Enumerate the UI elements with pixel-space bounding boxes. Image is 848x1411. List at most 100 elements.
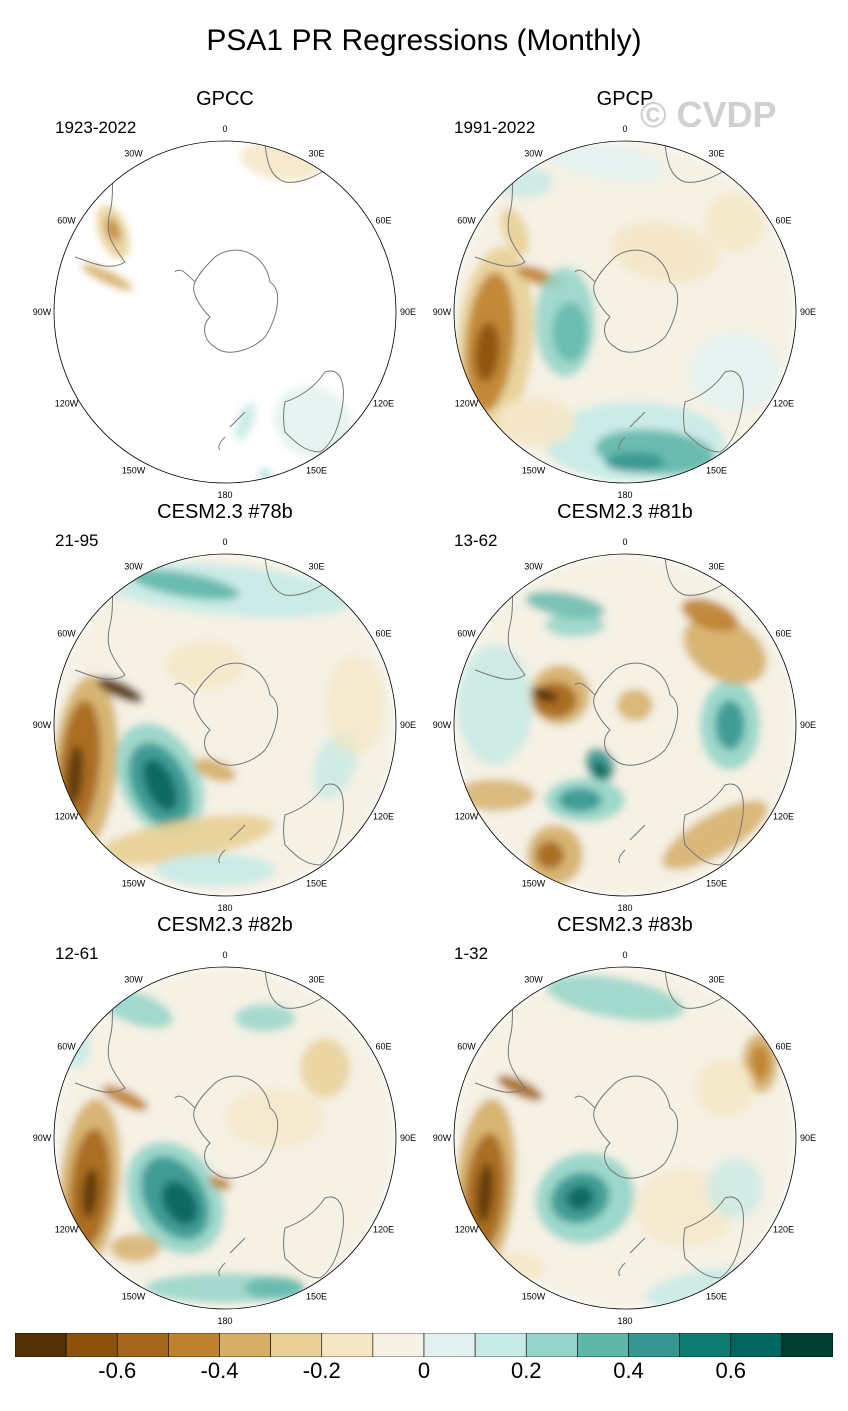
precip-anomaly-region <box>457 645 533 765</box>
precip-anomaly-region <box>610 220 720 284</box>
page-title: PSA1 PR Regressions (Monthly) <box>206 24 642 57</box>
precip-anomaly-region <box>130 569 240 601</box>
longitude-label: 90E <box>800 1133 816 1143</box>
panel-cesm-83b: CESM2.3 #83b 1-32 0 30E 60E 90E 120E 150E 180 1… <box>425 914 825 1336</box>
colorbar <box>15 1333 833 1357</box>
colorbar-tick-label: 0.2 <box>510 1358 542 1383</box>
precip-anomaly-region <box>495 397 575 447</box>
precip-anomaly-region <box>208 1176 232 1190</box>
longitude-label: 90W <box>433 307 452 317</box>
panel-period: 21-95 <box>55 531 99 550</box>
precip-anomaly-region <box>617 689 653 721</box>
longitude-label: 30E <box>308 149 324 159</box>
precip-anomaly-region <box>225 1088 325 1148</box>
longitude-label: 60E <box>375 629 391 639</box>
colorbar-swatch <box>116 1333 169 1357</box>
longitude-label: 120W <box>55 812 79 822</box>
longitude-label: 150E <box>306 1291 327 1301</box>
longitude-label: 0 <box>222 950 227 960</box>
longitude-label: 150E <box>306 878 327 888</box>
longitude-label: 30W <box>524 975 543 985</box>
map-boundary <box>453 140 797 484</box>
longitude-label: 150W <box>522 878 546 888</box>
longitude-label: 30E <box>308 975 324 985</box>
panel-title: GPCP <box>596 88 654 110</box>
longitude-label: 60W <box>57 629 76 639</box>
colorbar-swatch <box>65 1333 118 1357</box>
precip-anomaly-region <box>474 322 500 382</box>
longitude-label: 30E <box>708 149 724 159</box>
coastlines <box>74 969 344 1279</box>
panel-title: CESM2.3 #83b <box>557 914 693 936</box>
colorbar-tick-label: 0 <box>417 1358 431 1383</box>
longitude-label: 180 <box>617 903 632 913</box>
longitude-label: 0 <box>622 124 627 134</box>
precip-anomaly-region <box>497 1075 543 1101</box>
precip-anomaly-region <box>66 745 84 805</box>
precip-anomaly-region <box>525 591 605 619</box>
colorbar-swatch <box>219 1333 271 1357</box>
longitude-label: 120E <box>373 812 394 822</box>
precip-anomaly-region <box>662 800 768 870</box>
watermark: © CVDP <box>640 94 777 135</box>
colorbar-swatch <box>321 1333 374 1357</box>
precip-anomaly-region <box>566 1185 594 1211</box>
panel-title: CESM2.3 #81b <box>557 501 693 523</box>
panel-period: 1991-2022 <box>454 118 536 137</box>
precip-anomaly-region <box>96 814 274 866</box>
longitude-label: 60W <box>457 216 476 226</box>
longitude-label: 120W <box>455 1225 479 1235</box>
precip-anomaly-region <box>476 1163 494 1223</box>
precip-anomaly-region <box>110 1234 160 1262</box>
longitude-label: 60W <box>457 629 476 639</box>
precip-anomaly-region <box>683 615 767 685</box>
precip-anomaly-region <box>715 700 745 750</box>
longitude-label: 120E <box>373 399 394 409</box>
longitude-label: 60W <box>57 216 76 226</box>
longitude-label: 180 <box>217 903 232 913</box>
colorbar-swatch <box>628 1333 680 1357</box>
panel-title: CESM2.3 #82b <box>157 914 293 936</box>
precip-anomaly-region <box>705 192 765 252</box>
longitude-label: 150W <box>122 465 146 475</box>
longitude-label: 150E <box>706 1291 727 1301</box>
longitude-label: 90E <box>800 720 816 730</box>
longitude-label: 180 <box>217 1316 232 1326</box>
longitude-label: 120E <box>373 1225 394 1235</box>
longitude-label: 30E <box>308 562 324 572</box>
longitude-label: 30W <box>524 149 543 159</box>
longitude-label: 150W <box>522 465 546 475</box>
longitude-label: 180 <box>617 490 632 500</box>
colorbar-swatch <box>730 1333 783 1357</box>
longitude-label: 120W <box>55 399 79 409</box>
precip-anomaly-region <box>245 1276 305 1300</box>
precip-anomaly-region <box>681 598 739 632</box>
colorbar-swatch <box>474 1333 527 1357</box>
colorbar-swatch <box>423 1333 476 1357</box>
precip-anomaly-region <box>165 640 245 690</box>
precip-anomaly-region <box>531 687 559 703</box>
longitude-label: 60W <box>457 1042 476 1052</box>
longitude-label: 60E <box>775 216 791 226</box>
longitude-label: 90W <box>33 307 52 317</box>
longitude-label: 180 <box>217 490 232 500</box>
map-boundary <box>453 966 797 1310</box>
colorbar-swatch <box>679 1333 732 1357</box>
precip-anomaly-region <box>485 1252 545 1284</box>
coastlines <box>474 969 744 1279</box>
precip-anomaly-region <box>545 141 665 183</box>
colorbar-swatch <box>577 1333 629 1357</box>
longitude-label: 0 <box>622 537 627 547</box>
colorbar-tick-label: -0.2 <box>302 1358 341 1383</box>
panel-gpcp: GPCP 1991-2022 0 30E 60E 90E 120E 150E 180 150W… <box>425 88 825 510</box>
colorbar-swatch <box>270 1333 323 1357</box>
longitude-label: 150E <box>306 465 327 475</box>
precip-anomaly-region <box>194 757 236 783</box>
longitude-label: 90W <box>433 720 452 730</box>
precip-anomaly-region <box>300 1038 350 1098</box>
longitude-label: 120W <box>455 399 479 409</box>
precip-anomaly-region <box>500 208 530 256</box>
longitude-label: 30W <box>124 149 143 159</box>
longitude-label: 150E <box>706 878 727 888</box>
colorbar-tick-label: 0.4 <box>613 1358 644 1383</box>
